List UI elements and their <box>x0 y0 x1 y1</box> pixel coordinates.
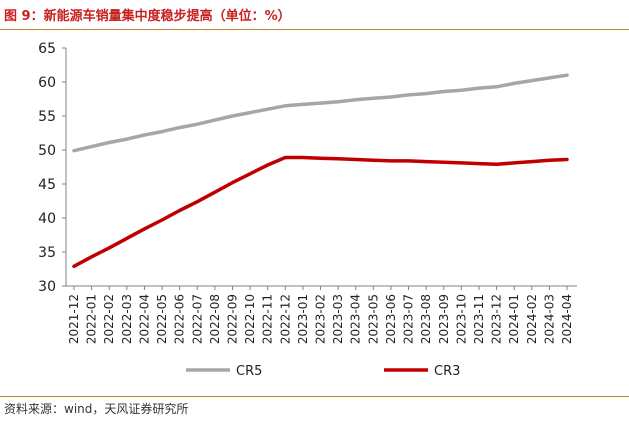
y-tick-label: 50 <box>38 143 56 159</box>
x-tick-label: 2023-04 <box>349 294 363 344</box>
x-tick-label: 2023-05 <box>366 294 380 344</box>
y-axis: 30 35 40 45 50 55 60 65 <box>38 41 67 295</box>
x-tick-label: 2022-12 <box>278 294 292 344</box>
x-tick-label: 2021-12 <box>67 294 81 344</box>
series-line-cr3 <box>72 155 569 269</box>
y-tick-label: 45 <box>38 177 56 193</box>
top-rule <box>0 29 629 30</box>
x-tick-label: 2023-01 <box>296 294 310 344</box>
legend-label-cr3: CR3 <box>434 364 460 379</box>
x-tick-label: 2022-06 <box>173 294 187 344</box>
bottom-rule <box>0 396 629 397</box>
y-tick-label: 40 <box>38 211 56 227</box>
x-axis: 2021-12 2022-01 2022-02 2022-03 2022-04 2022-… <box>66 285 577 344</box>
x-tick-label: 2024-02 <box>525 294 539 344</box>
x-tick-label: 2023-09 <box>437 294 451 344</box>
x-tick-label: 2022-07 <box>190 294 204 344</box>
x-tick-label: 2023-10 <box>454 294 468 344</box>
x-tick-label: 2024-01 <box>507 294 521 344</box>
x-tick-label: 2022-11 <box>261 294 275 344</box>
x-tick-label: 2022-08 <box>208 294 222 344</box>
legend: CR5 CR3 <box>186 364 460 379</box>
y-tick-label: 65 <box>38 41 56 57</box>
series-layer <box>72 73 569 269</box>
y-tick-label: 30 <box>38 279 56 295</box>
x-tick-label: 2022-10 <box>243 294 257 344</box>
y-tick-label: 60 <box>38 75 56 91</box>
x-tick-label: 2023-07 <box>402 294 416 344</box>
x-tick-label: 2024-03 <box>542 294 556 344</box>
x-tick-label: 2022-01 <box>85 294 99 344</box>
x-tick-label: 2023-06 <box>384 294 398 344</box>
x-tick-label: 2024-04 <box>560 294 574 344</box>
legend-label-cr5: CR5 <box>236 364 262 379</box>
x-tick-label: 2022-02 <box>102 294 116 344</box>
y-tick-label: 55 <box>38 109 56 125</box>
x-tick-label: 2023-12 <box>490 294 504 344</box>
x-tick-label: 2022-04 <box>137 294 151 344</box>
x-tick-label: 2022-09 <box>225 294 239 344</box>
source-note: 资料来源：wind，天风证券研究所 <box>4 402 189 416</box>
x-tick-label: 2023-02 <box>314 294 328 344</box>
x-tick-label: 2022-05 <box>155 294 169 344</box>
figure-title: 图 9：新能源车销量集中度稳步提高（单位：%） <box>4 9 291 24</box>
x-tick-label: 2023-11 <box>472 294 486 344</box>
y-tick-label: 35 <box>38 245 56 261</box>
x-tick-label: 2023-08 <box>419 294 433 344</box>
series-line-cr5 <box>72 73 569 153</box>
x-tick-label: 2022-03 <box>120 294 134 344</box>
x-tick-label: 2023-03 <box>331 294 345 344</box>
